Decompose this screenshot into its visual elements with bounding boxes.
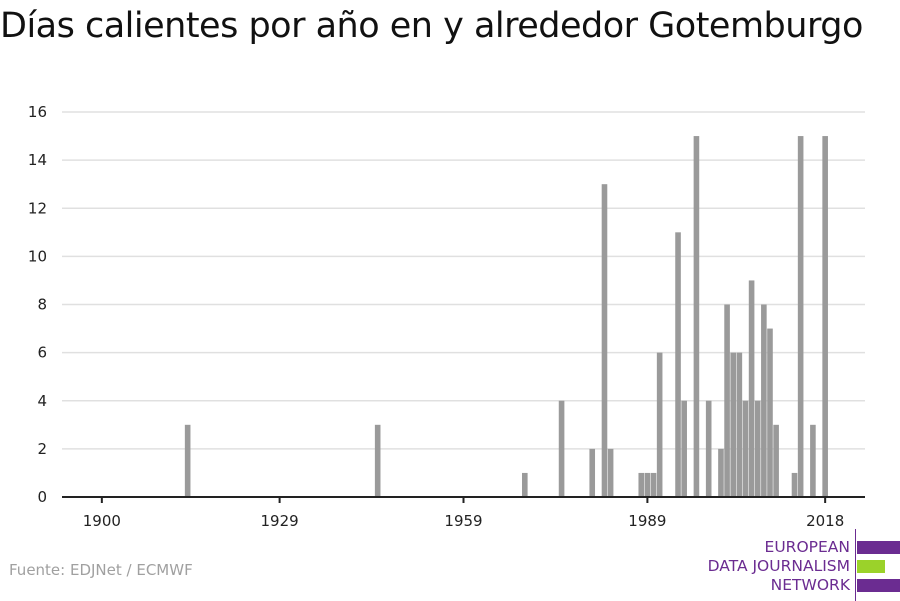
- logo-line-1: EUROPEAN: [764, 538, 850, 556]
- bar-2008: [761, 304, 767, 497]
- bar-1969: [521, 472, 528, 497]
- bar-2010: [773, 424, 779, 497]
- bar-2009: [767, 328, 773, 497]
- y-tick-label: 16: [28, 103, 47, 121]
- chart-title: Días calientes por año en y alrededor Go…: [0, 6, 863, 46]
- bar-1997: [693, 136, 700, 497]
- source-note: Fuente: EDJNet / ECMWF: [9, 561, 193, 579]
- logo-bar-3: [857, 579, 900, 592]
- bar-2005: [742, 400, 749, 497]
- bar-1999: [705, 400, 712, 497]
- y-tick-label: 4: [37, 392, 47, 410]
- x-tick-label: 1929: [261, 512, 299, 530]
- y-tick-label: 10: [28, 247, 47, 265]
- logo-bar-2: [857, 560, 885, 573]
- x-tick-label: 1959: [444, 512, 482, 530]
- bar-1995: [681, 400, 687, 497]
- bar-1990: [650, 472, 657, 497]
- bar-2004: [736, 352, 743, 497]
- bar-1989: [644, 472, 651, 497]
- bar-1980: [589, 448, 596, 497]
- y-tick-label: 6: [37, 344, 47, 362]
- bar-1982: [601, 184, 608, 497]
- bar-2016: [810, 424, 816, 497]
- x-tick-label: 1989: [628, 512, 666, 530]
- bar-2013: [791, 472, 798, 497]
- bar-1945: [374, 424, 381, 497]
- edjnet-logo: EUROPEAN DATA JOURNALISM NETWORK: [700, 529, 900, 601]
- y-tick-label: 8: [37, 296, 47, 314]
- y-tick-label: 12: [28, 199, 47, 217]
- bar-2014: [797, 136, 804, 497]
- logo-line-2: DATA JOURNALISM: [707, 557, 850, 575]
- bar-2007: [754, 400, 761, 497]
- logo-line-3: NETWORK: [770, 576, 850, 594]
- bar-1983: [607, 448, 614, 497]
- bar-2001: [718, 448, 724, 497]
- y-tick-label: 14: [28, 151, 47, 169]
- y-tick-label: 2: [37, 440, 47, 458]
- bar-2018: [822, 136, 828, 497]
- bar-1994: [675, 232, 681, 497]
- bar-2003: [730, 352, 737, 497]
- bar-2002: [724, 304, 730, 497]
- bar-1988: [638, 472, 645, 497]
- x-tick-label: 1900: [83, 512, 121, 530]
- bar-1975: [558, 400, 565, 497]
- y-tick-label: 0: [37, 488, 47, 506]
- bar-2006: [748, 280, 755, 497]
- x-tick-label: 2018: [806, 512, 844, 530]
- logo-bar-1: [857, 541, 900, 554]
- bar-1991: [656, 352, 663, 497]
- logo-divider: [855, 529, 856, 601]
- bar-1914: [184, 424, 191, 497]
